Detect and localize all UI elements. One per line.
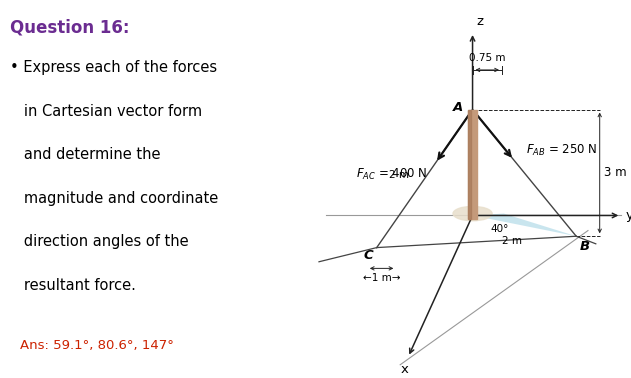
Text: resultant force.: resultant force. [10, 278, 136, 293]
Text: y: y [625, 209, 631, 222]
Text: direction angles of the: direction angles of the [10, 234, 189, 249]
Ellipse shape [453, 206, 492, 221]
Text: $F_{AC}$ = 400 N: $F_{AC}$ = 400 N [356, 167, 428, 182]
Text: A: A [452, 101, 463, 114]
Text: B: B [580, 240, 590, 253]
Text: 0.75 m: 0.75 m [469, 53, 505, 63]
Text: z: z [476, 15, 483, 28]
Text: Ans: 59.1°, 80.6°, 147°: Ans: 59.1°, 80.6°, 147° [20, 339, 174, 352]
Text: Question 16:: Question 16: [10, 19, 129, 37]
Text: 2 m: 2 m [389, 170, 409, 180]
Text: in Cartesian vector form: in Cartesian vector form [10, 104, 202, 119]
Bar [468, 110, 477, 219]
Bar [468, 110, 471, 219]
Text: $F_{AB}$ = 250 N: $F_{AB}$ = 250 N [526, 143, 597, 158]
Text: C: C [363, 249, 373, 262]
Text: ←1 m→: ←1 m→ [363, 273, 400, 283]
Text: and determine the: and determine the [10, 147, 161, 163]
Text: x: x [400, 363, 408, 376]
Polygon shape [473, 214, 576, 236]
Text: magnitude and coordinate: magnitude and coordinate [10, 191, 218, 206]
Text: 40°: 40° [490, 224, 509, 234]
Text: 2 m: 2 m [502, 236, 522, 246]
Text: 3 m: 3 m [604, 166, 627, 180]
Text: • Express each of the forces: • Express each of the forces [10, 60, 217, 76]
